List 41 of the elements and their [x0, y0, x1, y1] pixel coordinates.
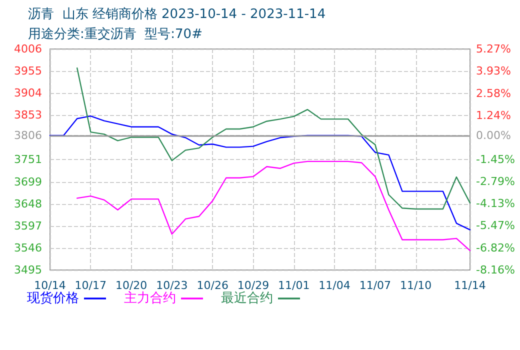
line-series	[49, 115, 471, 230]
x-tick-label: 10/23	[156, 279, 188, 292]
y-tick-label: 3806	[14, 128, 42, 142]
y2-tick-label: 3.93%	[476, 64, 511, 78]
y-tick-label: 3648	[14, 197, 42, 210]
x-tick-label: 11/10	[400, 279, 432, 292]
x-tick-label: 11/04	[318, 279, 350, 292]
y2-tick-label: 2.58%	[476, 86, 511, 100]
x-tick-label: 10/17	[74, 279, 106, 292]
x-tick-label: 10/26	[196, 279, 228, 292]
chart-subtitle: 用途分类:重交沥青 型号:70#	[28, 26, 202, 42]
y2-tick-label: 5.27%	[476, 42, 511, 56]
y-tick-label: 3904	[14, 86, 42, 100]
y-tick-label: 3955	[14, 64, 42, 78]
x-tick-label: 10/14	[34, 279, 66, 292]
y2-tick-label: 0.00%	[476, 129, 511, 142]
y2-tick-label: -6.82%	[476, 241, 515, 254]
line-series	[76, 67, 471, 210]
y2-tick-label: -4.13%	[476, 197, 515, 210]
y2-tick-label: -5.47%	[476, 219, 515, 232]
legend-label: 最近合约	[221, 291, 273, 306]
legend-label: 现货价格	[27, 291, 79, 306]
x-tick-label: 11/14	[454, 279, 486, 292]
y-tick-label: 3597	[14, 219, 42, 232]
y-tick-label: 4006	[14, 42, 42, 56]
line-series	[76, 160, 471, 252]
x-tick-label: 10/29	[237, 279, 270, 292]
y-tick-label: 3751	[14, 152, 42, 166]
y-tick-label: 3495	[14, 264, 42, 276]
x-tick-label: 11/01	[278, 279, 310, 292]
y2-tick-label: 1.24%	[476, 108, 511, 122]
legend-label: 主力合约	[124, 290, 176, 306]
y-tick-label: 3546	[14, 241, 42, 254]
y2-tick-label: -1.45%	[476, 153, 515, 166]
y2-tick-label: -8.16%	[476, 264, 515, 276]
y2-tick-label: -2.79%	[476, 175, 515, 188]
x-tick-label: 11/07	[359, 279, 392, 292]
chart-title: 沥青 山东 经销商价格 2023-10-14 - 2023-11-14	[28, 7, 326, 22]
y-tick-label: 3853	[14, 108, 42, 122]
y-tick-label: 3699	[14, 175, 42, 188]
x-tick-label: 10/20	[115, 279, 148, 292]
